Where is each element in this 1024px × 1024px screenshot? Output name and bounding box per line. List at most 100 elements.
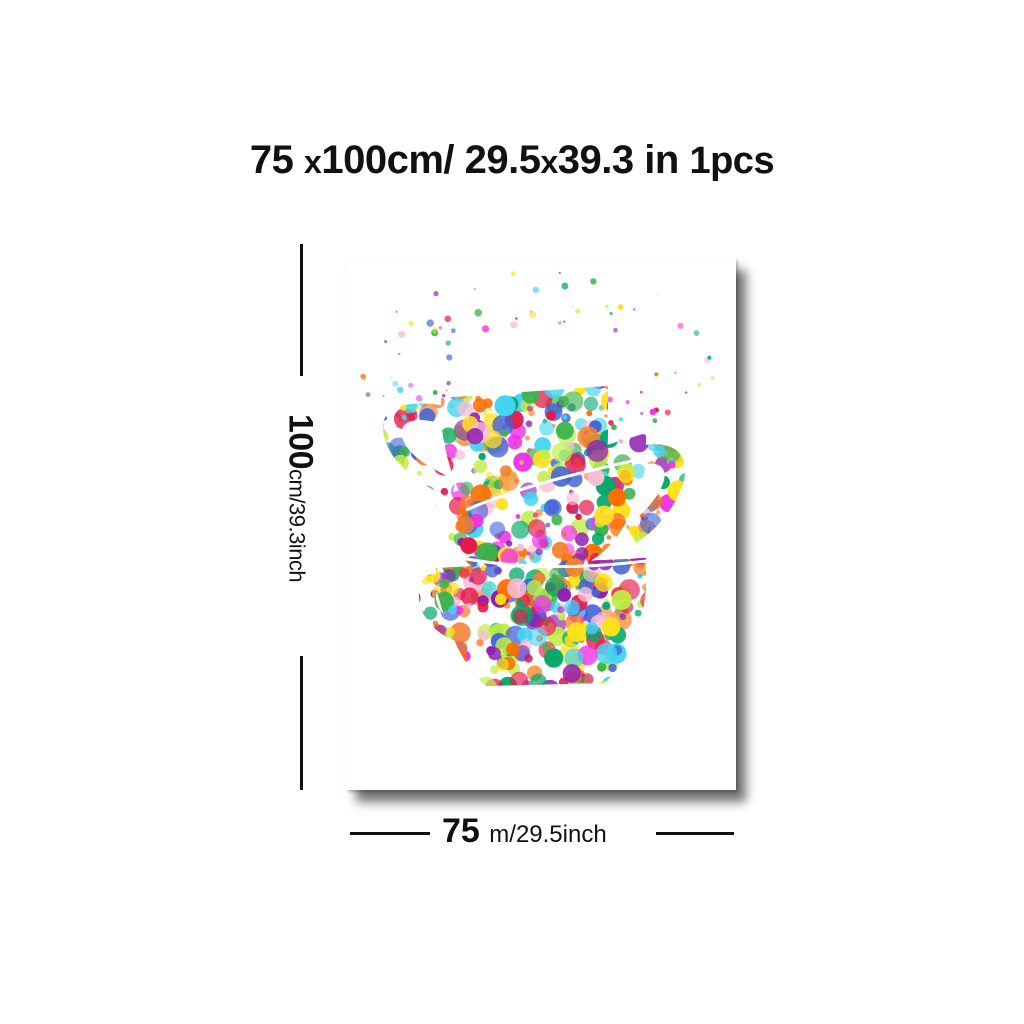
paint-speck	[446, 354, 453, 361]
paint-blob	[382, 508, 387, 524]
paint-blob	[498, 470, 519, 491]
paint-blob	[423, 641, 434, 652]
paint-speck	[392, 380, 399, 387]
paint-blob	[597, 554, 614, 571]
paint-speck	[433, 291, 439, 297]
paint-blob	[476, 639, 484, 647]
paint-blob	[438, 461, 445, 469]
paint-blob	[641, 667, 647, 672]
paint-blob	[647, 461, 657, 471]
paint-blob	[562, 664, 582, 683]
paint-speck	[488, 407, 492, 412]
paint-blob	[602, 618, 621, 637]
paint-blob	[623, 386, 641, 390]
paint-blob	[664, 620, 677, 633]
paint-speck	[510, 321, 518, 329]
paint-blob	[382, 602, 397, 619]
paint-blob	[416, 526, 435, 545]
paint-blob	[654, 662, 676, 684]
paint-blob	[372, 565, 380, 573]
paint-blob	[382, 415, 388, 421]
paint-blob	[551, 442, 573, 463]
paint-blob	[696, 526, 705, 535]
paint-blob	[610, 690, 617, 697]
paint-blob	[468, 577, 474, 583]
paint-blob	[682, 517, 686, 532]
paint-speck	[664, 409, 671, 416]
paint-blob	[560, 525, 578, 542]
paint-blob	[602, 676, 616, 686]
paint-blob	[658, 416, 672, 430]
paint-blob	[696, 512, 709, 525]
paint-blob	[646, 493, 663, 510]
paint-blob	[671, 429, 686, 449]
paint-speck	[656, 293, 659, 296]
paint-blob	[459, 568, 470, 579]
paint-blob	[412, 615, 427, 630]
paint-blob	[375, 588, 380, 593]
paint-speck	[445, 389, 448, 392]
paint-speck	[395, 311, 398, 313]
paint-blob	[694, 551, 704, 561]
paint-blob	[696, 482, 703, 489]
paint-blob	[677, 537, 684, 544]
paint-blob	[421, 551, 428, 558]
paint-blob	[623, 487, 636, 500]
paint-blob	[382, 434, 386, 445]
paint-blob	[458, 681, 469, 686]
paint-speck	[619, 439, 623, 443]
paint-blob	[509, 671, 529, 686]
paint-blob	[449, 622, 471, 644]
headline-unit-in: in	[644, 138, 679, 182]
paint-blob	[616, 392, 621, 397]
paint-blob	[643, 496, 652, 505]
paint-blob	[478, 686, 493, 701]
paint-blob	[395, 631, 412, 649]
paint-blob	[667, 386, 686, 391]
paint-blob	[500, 548, 518, 567]
paint-blob	[647, 558, 659, 570]
paint-blob	[637, 573, 643, 579]
paint-blob	[674, 440, 684, 450]
paint-blob	[372, 457, 380, 465]
paint-blob	[702, 692, 709, 699]
paint-speck	[639, 390, 643, 394]
paint-speck	[510, 271, 516, 277]
paint-blob	[539, 420, 554, 436]
height-label-rest: cm/39.3inch	[284, 469, 310, 583]
paint-blob	[698, 442, 713, 457]
paint-blob	[393, 538, 409, 554]
paint-blob	[399, 404, 407, 411]
paint-blob	[496, 498, 508, 511]
paint-speck	[474, 309, 482, 317]
paint-blob	[564, 599, 580, 616]
paint-blob	[653, 593, 671, 612]
paint-blob	[686, 652, 705, 671]
paint-speck	[382, 394, 385, 397]
paint-speck	[604, 414, 608, 418]
paint-blob	[426, 560, 438, 572]
paint-blob	[367, 614, 382, 629]
paint-blob	[628, 526, 640, 537]
paint-speck	[384, 340, 388, 344]
paint-blob	[459, 689, 467, 697]
paint-blob	[420, 485, 435, 500]
paint-blob	[401, 647, 420, 667]
paint-blob	[406, 500, 423, 518]
paint-blob	[657, 578, 669, 590]
paint-blob	[448, 605, 458, 615]
paint-speck	[365, 392, 371, 397]
paint-speck	[697, 382, 702, 387]
paint-blob	[582, 675, 589, 681]
paint-blob	[601, 543, 614, 556]
paint-blob	[589, 688, 597, 696]
paint-blob	[441, 551, 451, 562]
paint-blob	[488, 647, 501, 661]
paint-blob	[564, 648, 584, 668]
paint-blob	[485, 471, 493, 479]
paint-blob	[666, 641, 677, 652]
paint-blob	[664, 380, 669, 385]
paint-blob	[632, 647, 654, 669]
paint-blob	[393, 658, 402, 668]
